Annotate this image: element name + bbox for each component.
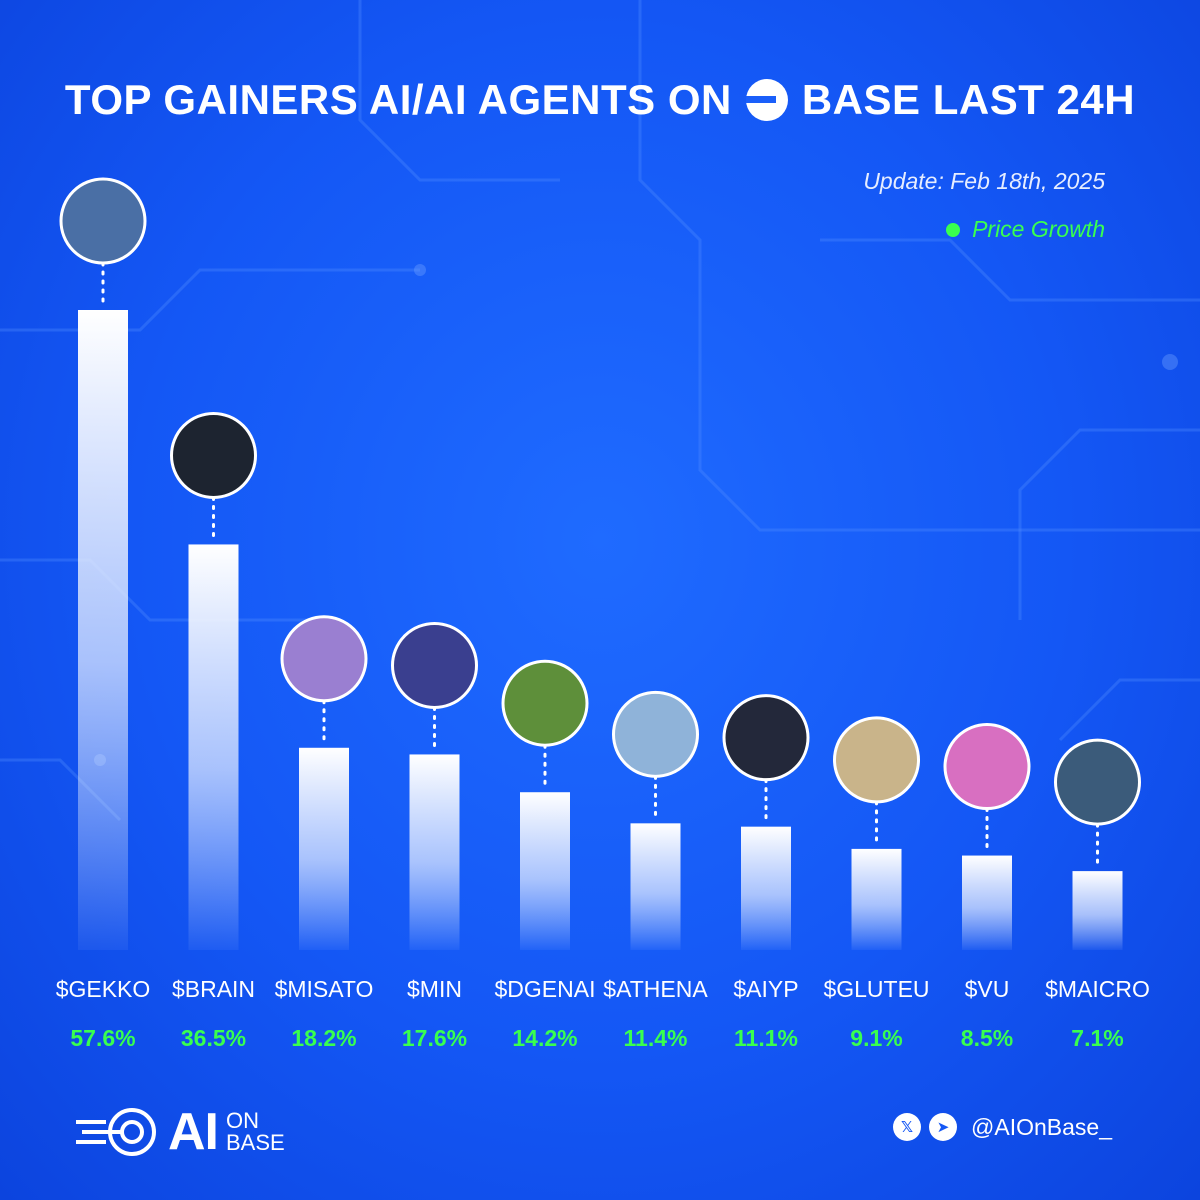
legend-dot-icon (946, 222, 961, 237)
bar-maicro (1072, 871, 1123, 950)
avatar-athena (612, 690, 699, 778)
category-label: $BRAIN (172, 976, 255, 1002)
telegram-icon[interactable]: ➤ (929, 1113, 958, 1141)
value-label: 36.5% (181, 1025, 246, 1051)
bar-misato (299, 747, 349, 950)
legend-label: Price Growth (972, 216, 1105, 242)
category-label: $MISATO (275, 976, 374, 1002)
x-icon[interactable]: 𝕏 (893, 1113, 922, 1141)
logo-ai-text: AI (168, 1103, 219, 1161)
avatar-aiyp (722, 694, 810, 782)
category-label: $DGENAI (495, 976, 596, 1002)
category-label: $GLUTEU (823, 976, 929, 1002)
category-label: $ATHENA (603, 976, 708, 1002)
social-links: 𝕏 ➤ @AIOnBase_ (893, 1113, 1112, 1141)
category-label: $MIN (407, 976, 462, 1002)
base-logo-icon (745, 79, 788, 121)
update-date: Update: Feb 18th, 2025 (863, 168, 1105, 194)
value-label: 17.6% (402, 1025, 467, 1051)
value-label: 14.2% (512, 1025, 577, 1051)
value-label: 18.2% (291, 1025, 356, 1051)
category-label: $GEKKO (56, 976, 151, 1002)
category-label: $AIYP (733, 976, 798, 1002)
value-label: 11.1% (734, 1025, 798, 1051)
bar-athena (630, 823, 681, 950)
avatar-brain (170, 411, 257, 499)
bar-brain (188, 544, 239, 950)
bar-vu (962, 855, 1012, 950)
chart-legend: Price Growth (946, 216, 1105, 243)
circuit-logo-icon (76, 1108, 156, 1156)
avatar-vu (943, 723, 1031, 811)
value-label: 8.5% (961, 1025, 1013, 1051)
bar-aiyp (741, 826, 791, 950)
value-label: 7.1% (1071, 1025, 1123, 1051)
logo-on: ON (226, 1108, 259, 1133)
avatar-gekko (59, 177, 147, 265)
brand-logo: AI ON BASE (76, 1102, 285, 1162)
category-label: $VU (965, 976, 1010, 1002)
category-label: $MAICRO (1045, 976, 1150, 1002)
bar-dgenai (520, 792, 570, 950)
avatar-dgenai (501, 659, 589, 747)
bar-gluteu (851, 848, 902, 950)
value-label: 9.1% (850, 1025, 902, 1051)
bar-min (409, 754, 460, 950)
avatar-min (391, 621, 478, 709)
title-prefix: TOP GAINERS AI/AI AGENTS ON (64, 76, 732, 123)
bar-gekko (78, 310, 128, 950)
logo-on-base-text: ON BASE (226, 1110, 285, 1154)
title-suffix: BASE LAST 24H (801, 76, 1136, 123)
social-handle[interactable]: @AIOnBase_ (971, 1113, 1112, 1140)
avatar-maicro (1054, 738, 1141, 826)
avatar-misato (280, 615, 368, 703)
value-label: 11.4% (624, 1025, 688, 1051)
logo-base: BASE (226, 1130, 285, 1155)
avatar-gluteu (833, 716, 920, 804)
page-title: TOP GAINERS AI/AI AGENTS ON BASE LAST 24… (0, 74, 1200, 126)
value-label: 57.6% (70, 1025, 135, 1051)
